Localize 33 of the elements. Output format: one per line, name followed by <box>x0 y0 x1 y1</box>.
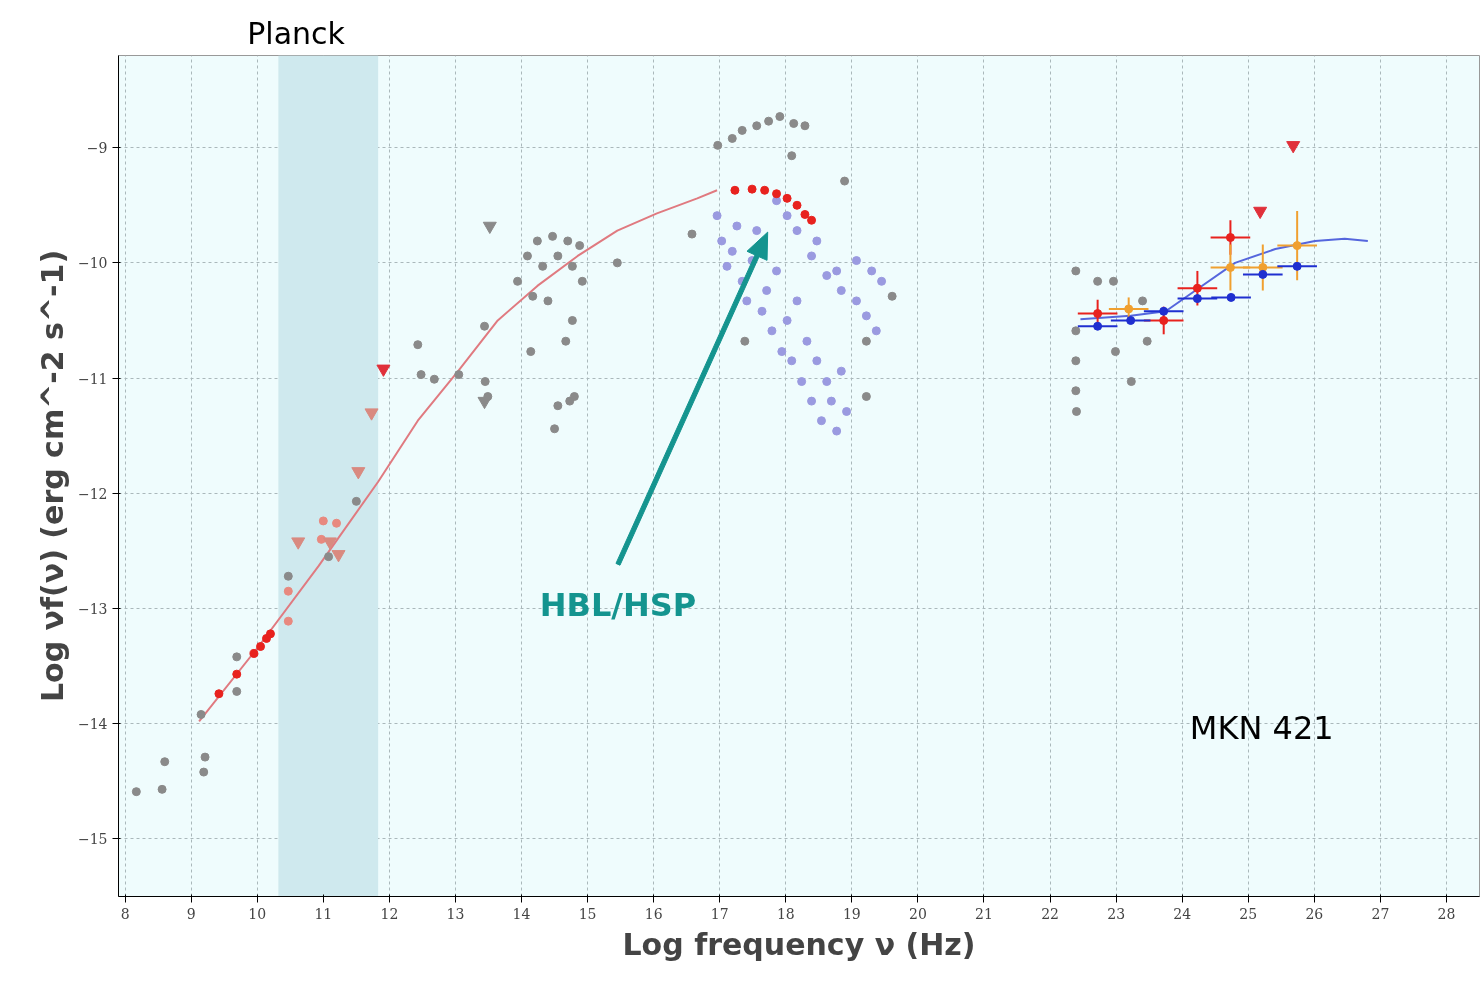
x-tick-label: 23 <box>1107 905 1126 922</box>
y-tick-label: −11 <box>77 370 108 387</box>
y-tick-label: −12 <box>77 485 108 502</box>
x-tick-label: 21 <box>975 905 993 922</box>
annotation: HBL/HSP <box>539 586 697 625</box>
y-tick-label: −14 <box>77 716 108 733</box>
x-tick-label: 12 <box>380 905 399 922</box>
x-tick-label: 10 <box>248 905 267 922</box>
y-axis-title: Log νf(ν) (erg cm^-2 s^-1) <box>34 249 70 703</box>
x-tick-label: 25 <box>1239 905 1258 922</box>
x-tick-label: 16 <box>644 905 663 922</box>
x-tick-label: 27 <box>1371 905 1390 922</box>
y-tick-label: −15 <box>77 831 108 848</box>
y-tick-label: −10 <box>77 255 108 272</box>
x-axis-title: Log frequency ν (Hz) <box>622 926 976 962</box>
x-tick-label: 19 <box>842 905 861 922</box>
y-tick-label: −13 <box>77 600 108 617</box>
annotation: MKN 421 <box>1189 709 1334 748</box>
x-tick-label: 20 <box>909 905 927 922</box>
x-tick-label: 8 <box>120 905 130 922</box>
x-tick-label: 13 <box>446 905 465 922</box>
x-tick-label: 11 <box>314 905 333 922</box>
x-tick-label: 26 <box>1305 905 1324 922</box>
x-tick-label: 28 <box>1437 905 1456 922</box>
x-tick-label: 15 <box>578 905 597 922</box>
x-tick-label: 24 <box>1173 905 1192 922</box>
x-tick-label: 14 <box>512 905 531 922</box>
x-tick-label: 22 <box>1041 905 1059 922</box>
x-tick-label: 9 <box>186 905 196 922</box>
x-tick-label: 18 <box>776 905 795 922</box>
x-tick-label: 17 <box>710 905 729 922</box>
band-label: Planck <box>247 15 346 51</box>
y-tick-label: −9 <box>86 140 108 157</box>
